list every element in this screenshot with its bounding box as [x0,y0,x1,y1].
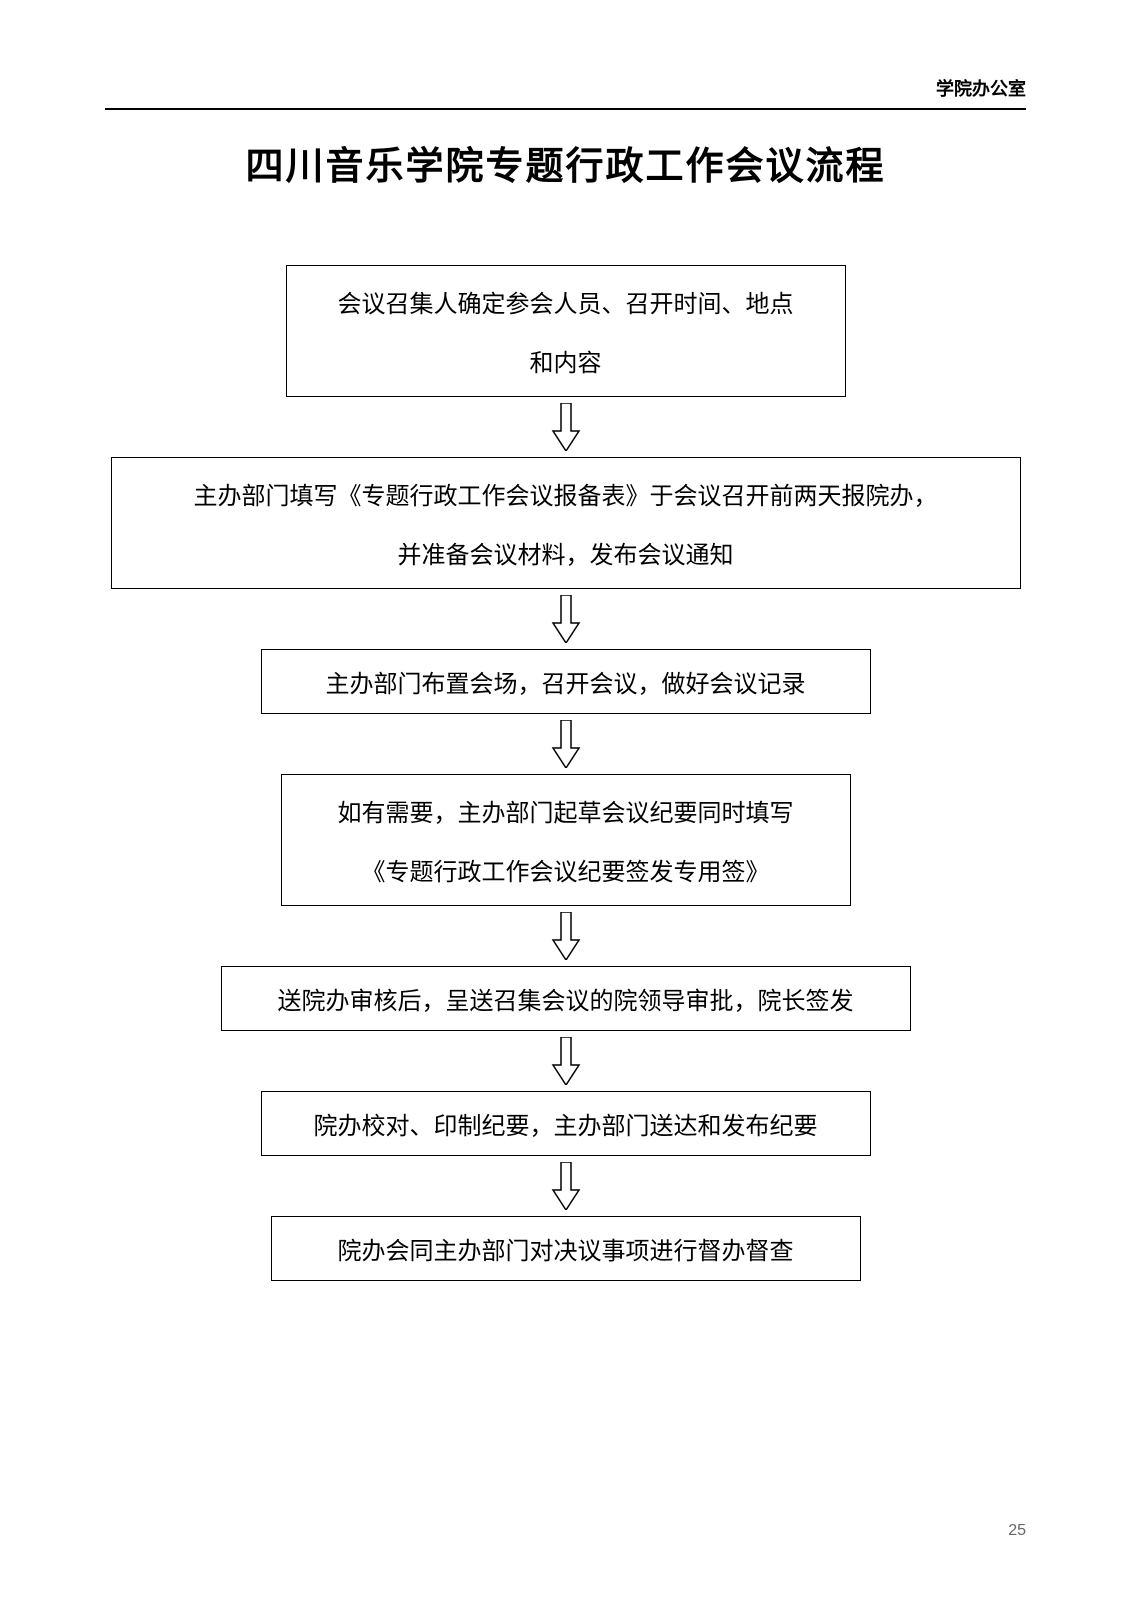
flow-node-2-line1: 主办部门填写《专题行政工作会议报备表》于会议召开前两天报院办， [194,476,938,511]
flowchart: 会议召集人确定参会人员、召开时间、地点 和内容 主办部门填写《专题行政工作会议报… [0,265,1131,1281]
header-label: 学院办公室 [936,75,1026,101]
arrow-3 [551,714,581,774]
flow-node-4: 如有需要，主办部门起草会议纪要同时填写 《专题行政工作会议纪要签发专用签》 [281,774,851,906]
flow-node-1-line2: 和内容 [530,343,602,378]
flow-node-4-line1: 如有需要，主办部门起草会议纪要同时填写 [338,793,794,828]
page-number: 25 [1008,1522,1026,1540]
flow-node-2: 主办部门填写《专题行政工作会议报备表》于会议召开前两天报院办， 并准备会议材料，… [111,457,1021,589]
flow-node-7-line1: 院办会同主办部门对决议事项进行督办督查 [338,1231,794,1266]
arrow-down-icon [551,1037,581,1085]
header-rule [105,108,1026,110]
flow-node-3-line1: 主办部门布置会场，召开会议，做好会议记录 [326,664,806,699]
arrow-down-icon [551,403,581,451]
arrow-down-icon [551,912,581,960]
flow-node-7: 院办会同主办部门对决议事项进行督办督查 [271,1216,861,1281]
arrow-4 [551,906,581,966]
flow-node-1-line1: 会议召集人确定参会人员、召开时间、地点 [338,284,794,319]
flow-node-2-line2: 并准备会议材料，发布会议通知 [398,535,734,570]
flow-node-6: 院办校对、印制纪要，主办部门送达和发布纪要 [261,1091,871,1156]
arrow-down-icon [551,720,581,768]
arrow-2 [551,589,581,649]
flow-node-4-line2: 《专题行政工作会议纪要签发专用签》 [362,852,770,887]
arrow-down-icon [551,1162,581,1210]
flow-node-6-line1: 院办校对、印制纪要，主办部门送达和发布纪要 [314,1106,818,1141]
arrow-1 [551,397,581,457]
flow-node-5: 送院办审核后，呈送召集会议的院领导审批，院长签发 [221,966,911,1031]
flow-node-1: 会议召集人确定参会人员、召开时间、地点 和内容 [286,265,846,397]
arrow-6 [551,1156,581,1216]
flow-node-3: 主办部门布置会场，召开会议，做好会议记录 [261,649,871,714]
page-title: 四川音乐学院专题行政工作会议流程 [0,135,1131,190]
arrow-5 [551,1031,581,1091]
flow-node-5-line1: 送院办审核后，呈送召集会议的院领导审批，院长签发 [278,981,854,1016]
arrow-down-icon [551,595,581,643]
